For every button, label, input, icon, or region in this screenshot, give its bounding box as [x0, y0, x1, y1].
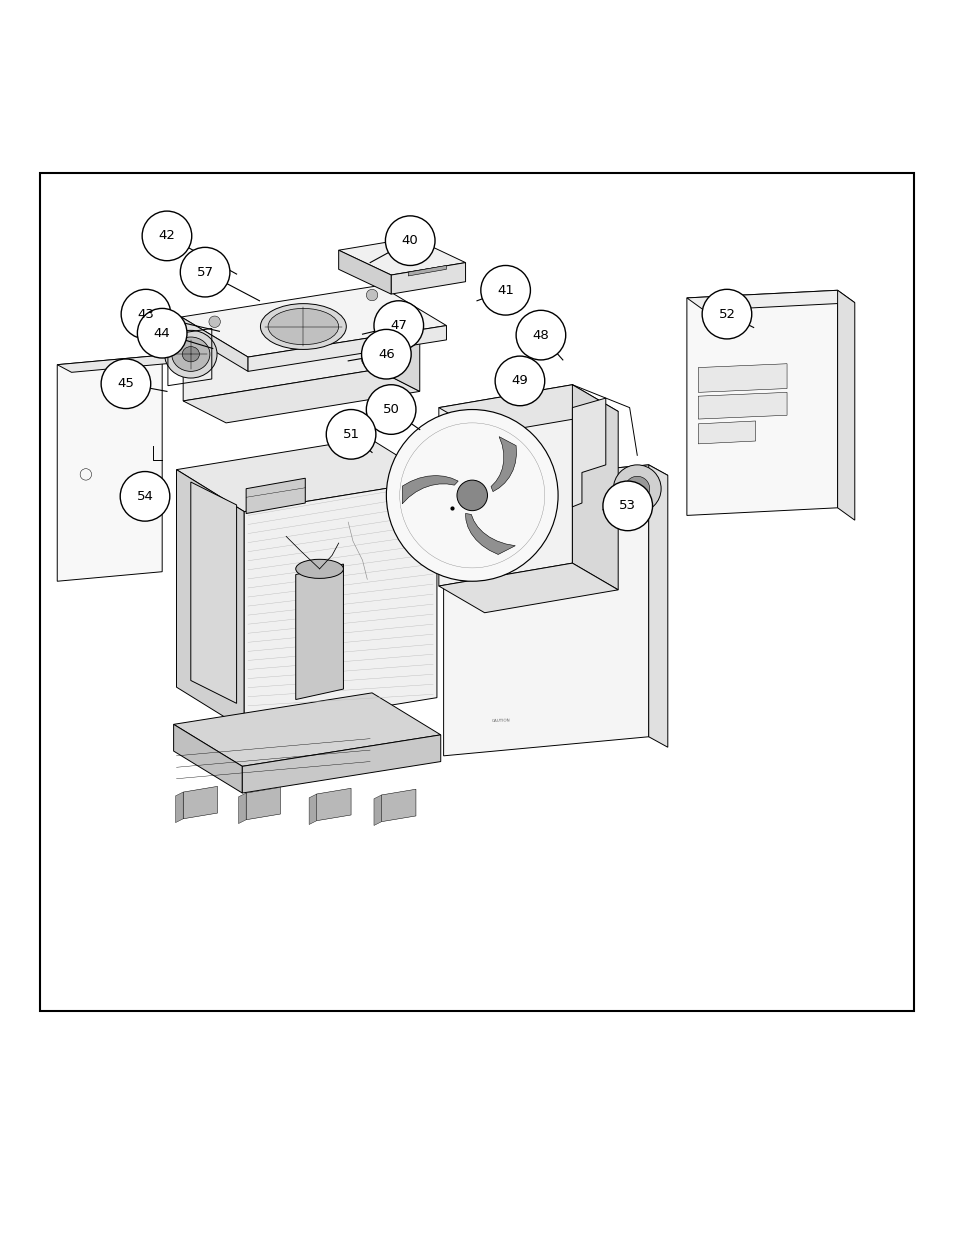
Text: 48: 48 — [532, 329, 549, 342]
Polygon shape — [491, 437, 516, 492]
Circle shape — [602, 482, 652, 531]
Polygon shape — [316, 788, 351, 821]
Polygon shape — [248, 326, 446, 372]
Polygon shape — [183, 369, 419, 422]
Circle shape — [137, 309, 187, 358]
Polygon shape — [391, 263, 465, 294]
Text: 54: 54 — [136, 490, 153, 503]
Circle shape — [142, 211, 192, 261]
Text: 51: 51 — [342, 427, 359, 441]
Polygon shape — [173, 693, 440, 767]
Polygon shape — [181, 317, 248, 372]
Circle shape — [374, 301, 423, 351]
Polygon shape — [698, 421, 755, 443]
Polygon shape — [837, 290, 854, 520]
Polygon shape — [572, 385, 618, 590]
Ellipse shape — [268, 309, 338, 345]
Circle shape — [701, 289, 751, 338]
Polygon shape — [698, 364, 786, 393]
Polygon shape — [183, 787, 217, 819]
Circle shape — [361, 330, 411, 379]
Text: 41: 41 — [497, 284, 514, 296]
Polygon shape — [246, 478, 305, 514]
Polygon shape — [438, 385, 618, 435]
Polygon shape — [309, 794, 316, 825]
Text: 40: 40 — [401, 235, 418, 247]
Text: 53: 53 — [618, 499, 636, 513]
Polygon shape — [443, 464, 667, 494]
Bar — [40, 173, 913, 1010]
Circle shape — [480, 266, 530, 315]
Polygon shape — [183, 300, 376, 401]
Polygon shape — [438, 385, 572, 587]
Text: 44: 44 — [153, 327, 171, 340]
Ellipse shape — [165, 330, 216, 378]
Polygon shape — [438, 563, 618, 613]
Polygon shape — [175, 792, 183, 823]
Polygon shape — [244, 480, 436, 729]
Polygon shape — [57, 356, 162, 582]
Polygon shape — [176, 438, 436, 511]
Text: Friedrich C: Friedrich C — [491, 471, 514, 475]
Text: 50: 50 — [382, 403, 399, 416]
Polygon shape — [242, 735, 440, 793]
Polygon shape — [376, 300, 419, 391]
Polygon shape — [57, 356, 176, 372]
Polygon shape — [686, 290, 854, 310]
Ellipse shape — [260, 304, 346, 350]
Circle shape — [121, 289, 171, 338]
Circle shape — [366, 385, 416, 435]
Polygon shape — [402, 475, 457, 504]
Text: 46: 46 — [377, 348, 395, 361]
Circle shape — [456, 480, 487, 510]
Polygon shape — [246, 787, 280, 820]
Circle shape — [101, 359, 151, 409]
Polygon shape — [686, 290, 837, 515]
Ellipse shape — [172, 337, 210, 372]
Text: 52: 52 — [718, 308, 735, 321]
Circle shape — [385, 216, 435, 266]
Polygon shape — [238, 793, 246, 824]
Polygon shape — [338, 238, 465, 275]
Polygon shape — [408, 266, 446, 275]
Text: 47: 47 — [390, 319, 407, 332]
Polygon shape — [698, 393, 786, 419]
Circle shape — [209, 316, 220, 327]
Polygon shape — [191, 482, 236, 704]
Text: 49: 49 — [511, 374, 528, 388]
Circle shape — [366, 289, 377, 301]
Circle shape — [495, 356, 544, 406]
Polygon shape — [443, 464, 648, 756]
Circle shape — [613, 464, 660, 513]
Polygon shape — [374, 795, 381, 825]
Circle shape — [120, 472, 170, 521]
Circle shape — [361, 354, 373, 366]
Circle shape — [180, 247, 230, 296]
Circle shape — [624, 477, 649, 501]
Text: CAUTION: CAUTION — [491, 719, 510, 724]
Text: 43: 43 — [137, 308, 154, 321]
Polygon shape — [181, 285, 446, 357]
Text: 42: 42 — [158, 230, 175, 242]
Polygon shape — [176, 469, 244, 729]
Circle shape — [326, 410, 375, 459]
Polygon shape — [465, 514, 515, 555]
Ellipse shape — [295, 559, 343, 578]
Polygon shape — [338, 251, 391, 294]
Polygon shape — [173, 725, 242, 793]
Text: 45: 45 — [117, 377, 134, 390]
Ellipse shape — [182, 347, 199, 362]
Circle shape — [386, 410, 558, 582]
Polygon shape — [572, 398, 605, 506]
Circle shape — [516, 310, 565, 359]
Polygon shape — [381, 789, 416, 821]
Polygon shape — [295, 564, 343, 699]
Polygon shape — [648, 464, 667, 747]
Text: 57: 57 — [196, 266, 213, 279]
